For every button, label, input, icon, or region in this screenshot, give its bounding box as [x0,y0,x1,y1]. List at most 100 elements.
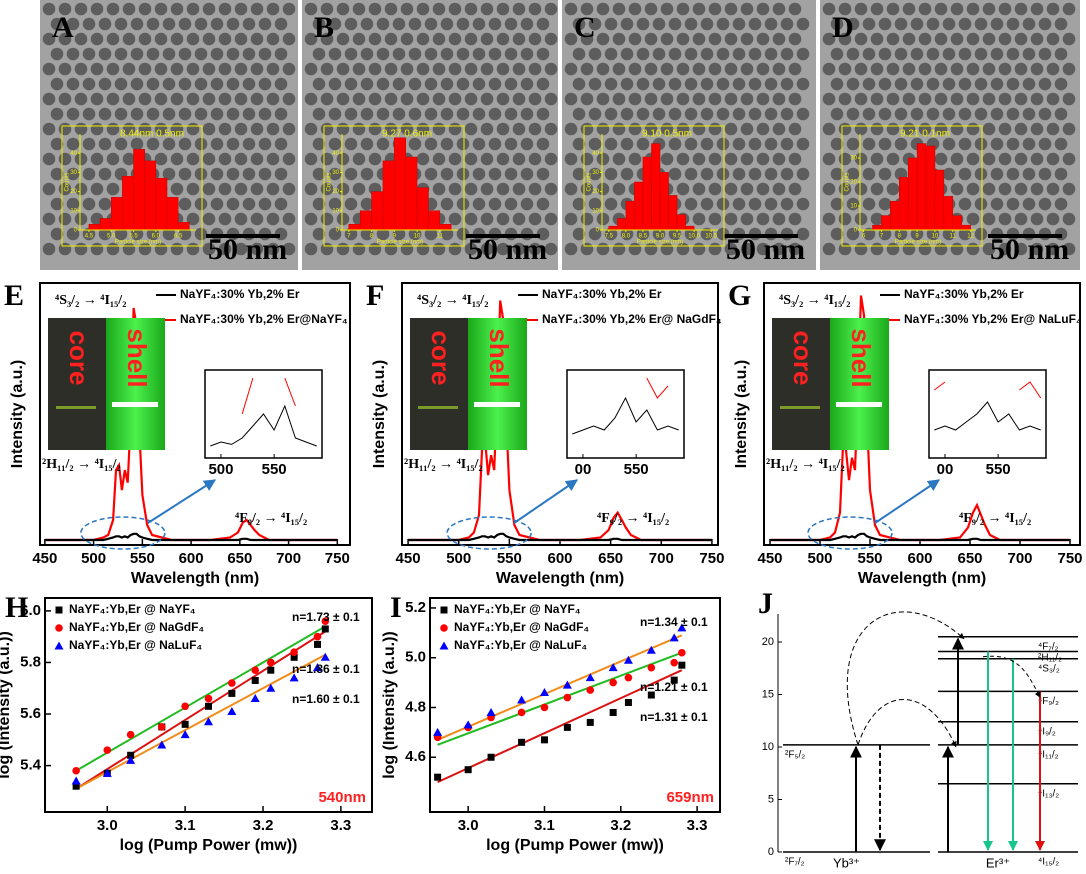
particle [496,122,510,136]
particle [504,197,518,211]
particle [218,122,232,136]
particle [588,47,602,61]
particle [1030,92,1044,106]
particle [352,182,366,196]
particle [1046,152,1060,166]
x-tick-label: 3.0 [97,817,118,834]
particle [98,137,112,151]
particle [424,47,438,61]
x-tick-label: 9 [915,234,919,240]
particle [958,227,972,241]
transition-label: ²H₁₁/₂ → ⁴I₁₅/₂ [42,457,121,472]
particle [740,182,754,196]
particle [258,167,272,181]
y-axis-label: Counts [327,172,333,191]
zoom-tick-label: 550 [624,461,649,478]
particle [408,107,422,121]
photo-core-beam [780,406,820,409]
particle [756,122,770,136]
particle [740,212,754,226]
particle [580,32,594,46]
particle [400,92,414,106]
particle [424,167,438,181]
x-tick-label: 450 [32,550,57,567]
particle [796,167,810,181]
particle [360,77,374,91]
particle [250,182,264,196]
particle [788,62,802,76]
particle [564,62,578,76]
particle [90,242,104,256]
particle [772,32,786,46]
y-axis-label: Counts [65,172,71,191]
zoom-line [646,377,669,399]
particle [990,107,1004,121]
histogram-bar [634,181,644,231]
particle [58,122,72,136]
particle [186,2,200,16]
particle [218,62,232,76]
particle [472,137,486,151]
particle [360,197,374,211]
particle [218,152,232,166]
particle [520,77,534,91]
particle [480,152,494,166]
particle [336,152,350,166]
particle [536,167,550,181]
particle [862,137,876,151]
particle [344,137,358,151]
particle [194,197,208,211]
particle [620,47,634,61]
particle [74,212,88,226]
particle [1022,107,1036,121]
particle [242,137,256,151]
particle [1030,32,1044,46]
particle [780,47,794,61]
particle [822,152,836,166]
particle [740,152,754,166]
particle [668,137,682,151]
particle [464,122,478,136]
particle [668,167,682,181]
particle [480,92,494,106]
x-tick-label: 10.0 [688,234,700,240]
particle [58,212,72,226]
particle [684,77,698,91]
y-tick-label: 30 [332,170,339,176]
particle [138,2,152,16]
particle [50,47,64,61]
legend-marker [55,624,63,632]
particle [788,152,802,166]
particle [178,47,192,61]
particle [612,152,626,166]
particle [162,107,176,121]
particle [572,227,586,241]
legend-label: NaYF₄:30% Yb,2% Er [542,287,662,301]
particle [242,17,256,31]
particle [90,92,104,106]
particle [796,227,810,241]
particle [796,137,810,151]
particle [440,47,454,61]
particle [564,32,578,46]
particle [392,17,406,31]
particle [822,182,836,196]
y-tick-label: 10 [762,741,774,753]
particle [544,152,558,166]
particle [242,107,256,121]
particle [90,152,104,166]
histogram-bar [155,177,168,231]
histogram-bar [668,195,678,231]
particle [122,62,136,76]
data-point [463,720,473,729]
y-tick-label: 20 [592,189,599,195]
particle [138,32,152,46]
legend-label: NaYF₄:Yb,Er @ NaLuF₄ [454,638,587,652]
particle [74,2,88,16]
particle [612,2,626,16]
particle [854,152,868,166]
particle [974,77,988,91]
particle [588,227,602,241]
slope-label: n=1.34 ± 0.1 [640,615,708,629]
